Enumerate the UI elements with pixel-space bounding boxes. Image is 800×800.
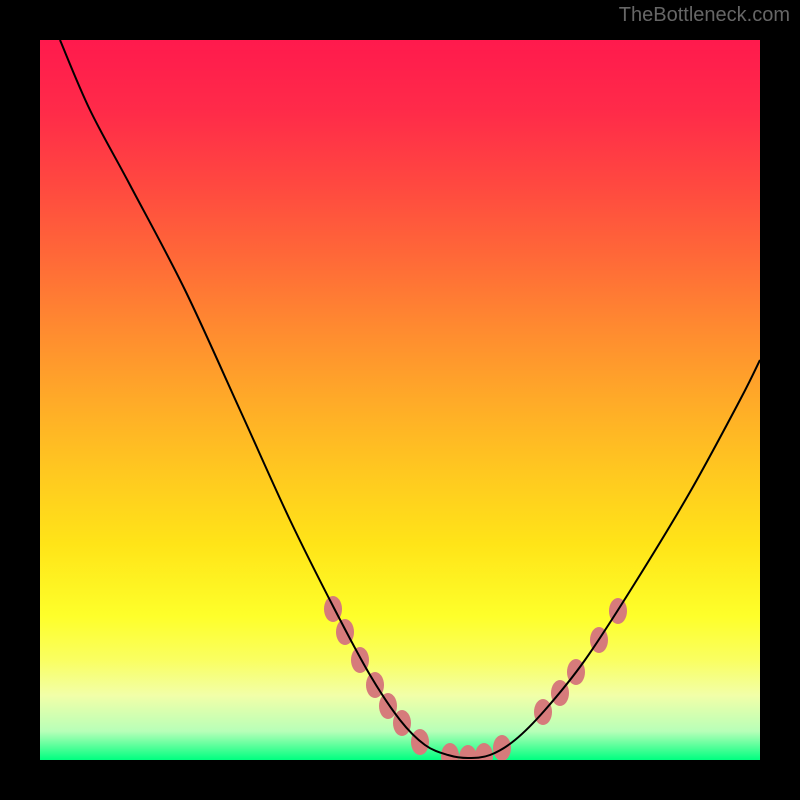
- chart-gradient-area: [40, 40, 760, 760]
- scatter-point: [379, 693, 397, 719]
- chart-container: TheBottleneck.com: [0, 0, 800, 800]
- watermark-text: TheBottleneck.com: [619, 4, 790, 27]
- bottleneck-chart: [0, 0, 800, 800]
